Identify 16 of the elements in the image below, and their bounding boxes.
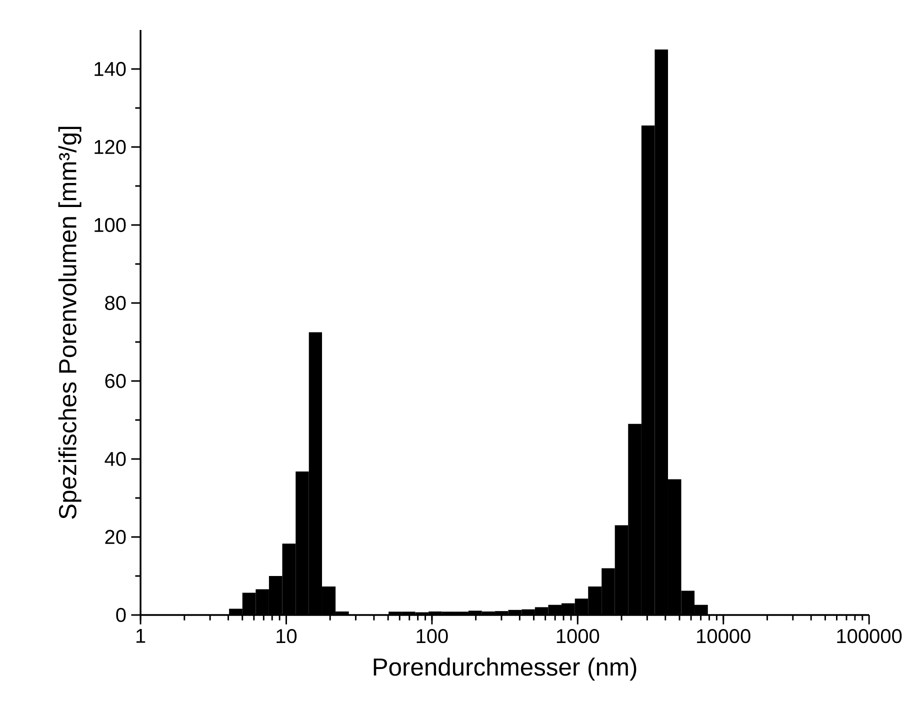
x-axis-title: Porendurchmesser (nm) — [374, 658, 636, 681]
y-tick-label: 100 — [94, 218, 126, 232]
x-tick-label: 1000 — [556, 629, 600, 644]
y-tick-label: 20 — [105, 530, 126, 544]
x-tick-label: 1 — [136, 629, 146, 643]
x-tick-label: 10 — [276, 629, 297, 644]
y-tick-label: 80 — [105, 296, 126, 310]
y-tick-label: 120 — [94, 140, 126, 154]
x-tick-label: 100 — [416, 629, 448, 644]
y-tick-label: 0 — [116, 608, 126, 622]
x-tick-label: 10000 — [697, 629, 750, 644]
y-tick-label: 60 — [105, 374, 126, 388]
y-tick-label: 140 — [94, 62, 126, 76]
y-axis-title: Spezifisches Porenvolumen [mm³/g] — [58, 126, 82, 519]
x-tick-label: 100000 — [837, 629, 902, 644]
y-tick-label: 40 — [104, 452, 126, 466]
